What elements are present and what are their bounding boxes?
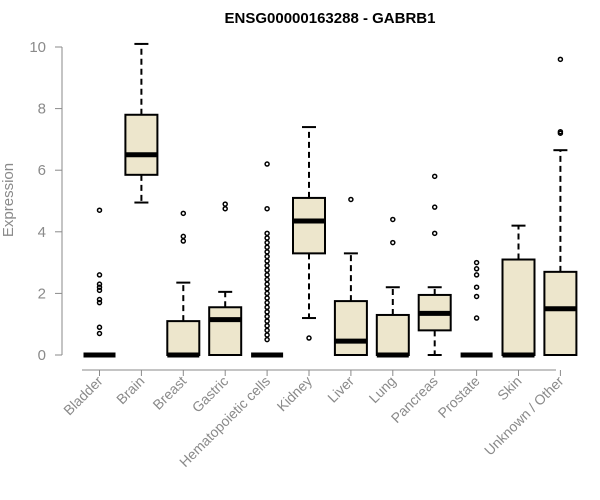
box-pancreas <box>417 173 452 356</box>
box-bladder <box>83 207 116 358</box>
outlier-point <box>96 324 103 331</box>
outlier-point <box>180 210 187 217</box>
y-tick-label: 0 <box>38 347 46 364</box>
x-tick-label: Skin <box>494 373 525 404</box>
box-kidney <box>292 126 326 341</box>
outlier-point <box>222 205 228 212</box>
y-tick-label: 6 <box>38 162 46 179</box>
outlier-point <box>264 290 270 297</box>
outlier-point <box>264 276 270 283</box>
outlier-point <box>96 207 103 213</box>
box-iqr <box>292 196 326 255</box>
box-iqr <box>543 270 578 356</box>
box-lung <box>375 216 410 358</box>
outlier-point <box>264 295 270 301</box>
box-breast <box>166 210 201 358</box>
box-iqr <box>501 258 536 356</box>
outlier-point <box>180 238 187 244</box>
box-skin <box>501 224 536 358</box>
x-tick-label: Breast <box>149 373 189 413</box>
outlier-point <box>96 299 103 306</box>
outlier-point <box>473 259 480 266</box>
box-iqr <box>124 113 159 176</box>
outlier-point <box>431 204 438 210</box>
y-tick-label: 10 <box>29 39 46 56</box>
outlier-point <box>557 128 564 135</box>
outlier-point <box>264 304 270 311</box>
outlier-point <box>96 296 103 303</box>
outlier-point <box>264 309 270 315</box>
box-hematopoietic-cells <box>251 161 284 358</box>
outlier-point <box>264 327 270 334</box>
outlier-point <box>264 332 270 338</box>
outlier-point <box>264 230 270 237</box>
outlier-point <box>390 239 396 246</box>
box-prostate <box>460 259 493 358</box>
x-tick-label: Unknown / Other <box>481 373 567 459</box>
x-tick-label: Liver <box>324 373 357 406</box>
box-iqr <box>166 320 201 356</box>
outlier-point <box>473 293 480 300</box>
outlier-point <box>264 286 270 292</box>
outlier-point <box>473 272 480 278</box>
outlier-point <box>264 322 270 329</box>
box-iqr <box>333 300 368 357</box>
box-brain <box>124 42 159 204</box>
outlier-point <box>557 56 564 63</box>
y-tick-label: 2 <box>38 285 46 302</box>
outlier-point <box>431 230 438 237</box>
x-tick-label: Prostate <box>435 373 483 421</box>
outlier-point <box>264 262 270 269</box>
outlier-point <box>264 272 270 278</box>
outlier-point <box>222 201 228 207</box>
outlier-point <box>473 315 480 321</box>
outlier-point <box>96 284 103 290</box>
y-axis-label: Expression <box>0 163 17 237</box>
x-tick-label: Bladder <box>60 373 106 419</box>
outlier-point <box>264 318 270 324</box>
y-axis-ticks: 0 2 4 6 8 10 <box>29 39 62 364</box>
box-series <box>83 42 578 358</box>
box-iqr <box>208 306 243 357</box>
outlier-point <box>264 239 270 246</box>
box-liver <box>333 196 368 357</box>
x-tick-label: Kidney <box>274 373 316 415</box>
box-gastric <box>208 201 243 357</box>
outlier-point <box>264 205 270 212</box>
outlier-point <box>264 299 270 306</box>
outlier-point <box>348 196 354 203</box>
outlier-point <box>180 233 187 240</box>
x-tick-label: Lung <box>366 373 399 406</box>
box-iqr <box>375 313 410 356</box>
x-tick-label: Pancreas <box>388 373 441 426</box>
outlier-point <box>431 173 438 180</box>
y-tick-label: 8 <box>38 101 46 118</box>
outlier-point <box>96 287 103 294</box>
outlier-point <box>264 244 270 250</box>
outlier-point <box>264 235 270 241</box>
outlier-point <box>96 281 103 287</box>
outlier-point <box>390 216 396 223</box>
outlier-point <box>306 335 312 341</box>
outlier-point <box>264 258 270 264</box>
outlier-point <box>264 249 270 255</box>
outlier-point <box>473 284 480 290</box>
outlier-point <box>264 253 270 260</box>
outlier-point <box>264 336 270 343</box>
chart-title: ENSG00000163288 - GABRB1 <box>225 10 436 27</box>
outlier-point <box>264 161 270 167</box>
x-tick-label: Brain <box>113 373 147 407</box>
y-tick-label: 4 <box>38 224 46 241</box>
box-unknown-other <box>543 56 578 356</box>
outlier-point <box>96 330 103 337</box>
outlier-point <box>264 281 270 287</box>
outlier-point <box>473 266 480 272</box>
outlier-point <box>96 272 103 278</box>
outlier-point <box>264 313 270 320</box>
outlier-point <box>264 267 270 274</box>
